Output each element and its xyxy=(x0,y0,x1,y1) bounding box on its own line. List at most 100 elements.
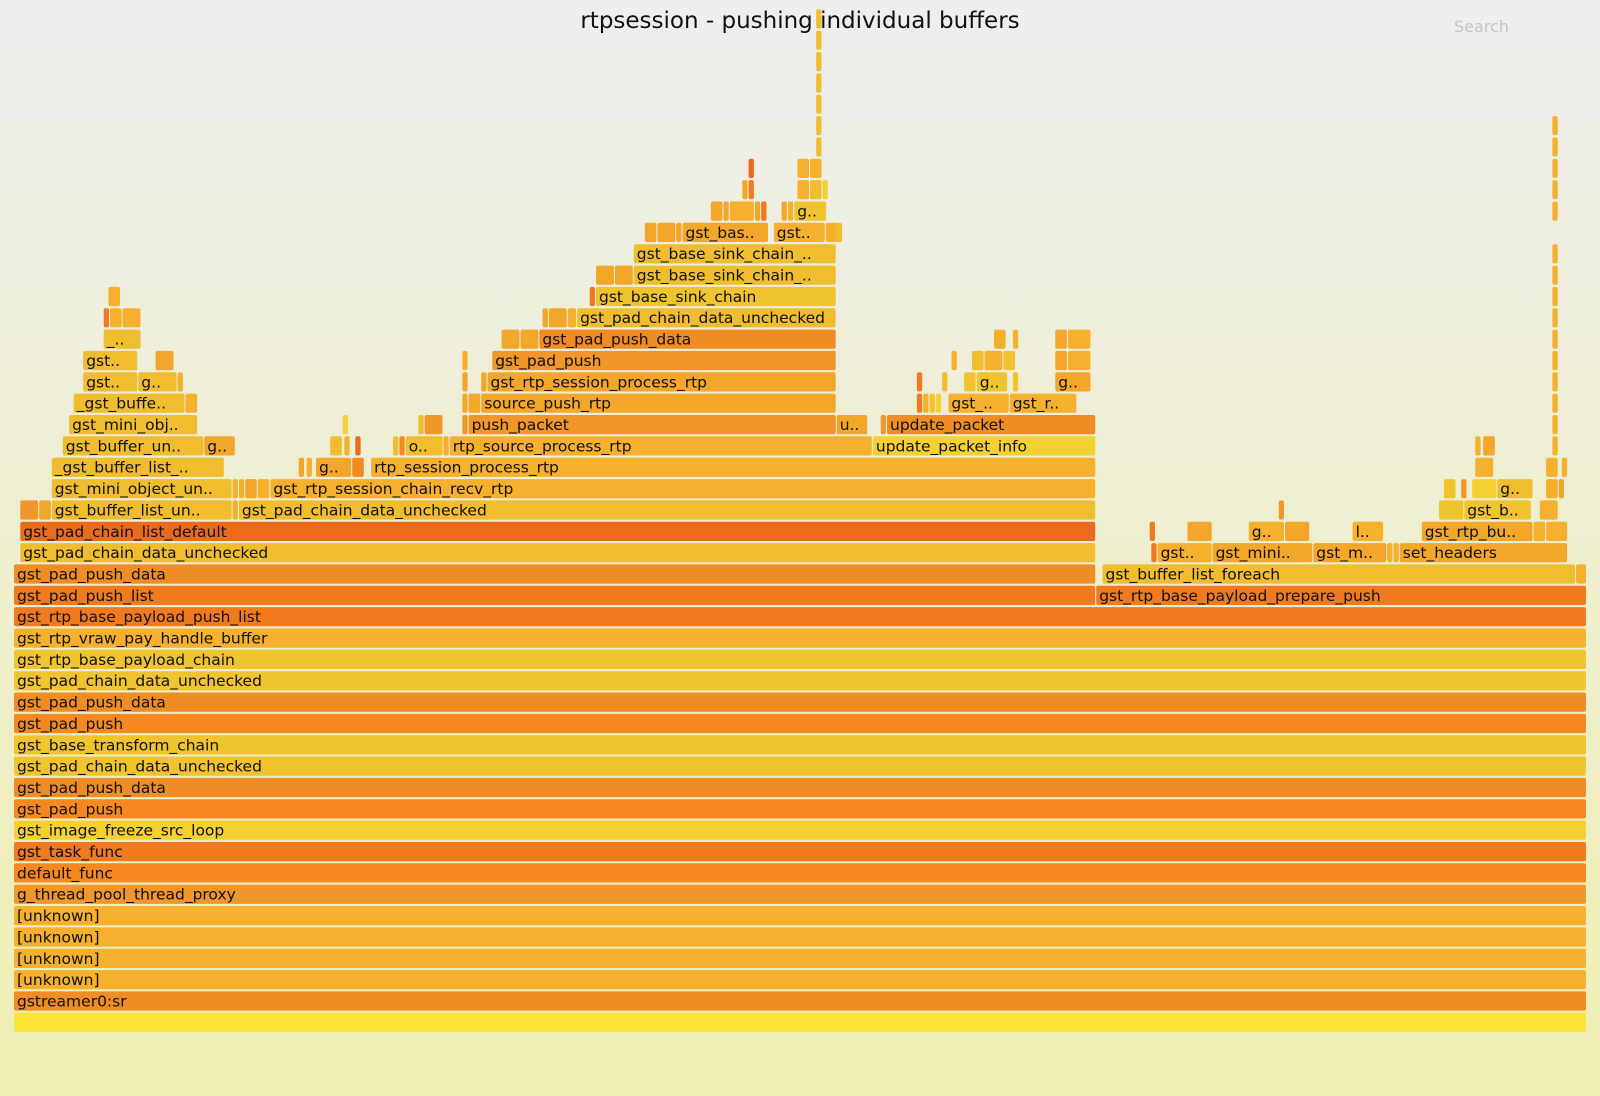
flame-frame-bar[interactable] xyxy=(245,479,257,499)
flame-frame[interactable]: _gst_buffer_list_.._gst_buffer_list_free xyxy=(51,457,224,478)
flame-frame-bar[interactable] xyxy=(1552,265,1558,285)
flame-frame[interactable] xyxy=(880,415,886,435)
flame-frame-bar[interactable] xyxy=(816,73,822,93)
flame-frame[interactable] xyxy=(238,479,245,499)
flame-frame[interactable] xyxy=(797,180,809,200)
flame-frame-bar[interactable] xyxy=(657,222,676,242)
flame-frame[interactable] xyxy=(342,415,349,435)
flame-frame-bar[interactable] xyxy=(462,415,468,435)
flame-frame[interactable] xyxy=(1552,244,1558,264)
flame-frame-bar[interactable] xyxy=(1313,543,1387,563)
flame-frame[interactable] xyxy=(657,222,676,242)
flame-frame[interactable] xyxy=(481,372,487,392)
flame-frame-bar[interactable] xyxy=(787,201,794,221)
flame-frame-bar[interactable] xyxy=(1055,372,1091,392)
flame-frame[interactable] xyxy=(816,52,822,72)
flame-frame[interactable] xyxy=(1393,543,1399,563)
flame-frame[interactable]: gst..gst_base_sink_wait xyxy=(773,222,825,242)
flame-frame[interactable] xyxy=(972,350,984,371)
flame-frame-bar[interactable] xyxy=(596,265,614,285)
flame-frame-bar[interactable] xyxy=(1472,479,1497,499)
flame-frame-bar[interactable] xyxy=(809,158,822,178)
flame-frame[interactable]: gst_pad_chain_data_uncheckedgst_pad_chai… xyxy=(238,500,1096,520)
flame-frame-bar[interactable] xyxy=(14,671,1586,691)
flame-frame-bar[interactable] xyxy=(596,286,836,307)
flame-frame[interactable] xyxy=(825,222,838,242)
flame-frame[interactable] xyxy=(20,500,39,520)
flame-frame[interactable] xyxy=(468,393,481,413)
flame-frame[interactable]: gst_pad_chain_data_uncheckedgst_pad_chai… xyxy=(14,671,1586,691)
flame-frame[interactable]: gst..gst_buffer_unref xyxy=(1157,543,1212,563)
flame-frame[interactable] xyxy=(676,222,682,242)
flame-frame-bar[interactable] xyxy=(825,222,838,242)
flame-frame-bar[interactable] xyxy=(330,436,342,456)
flame-frame-bar[interactable] xyxy=(984,350,1003,371)
flame-frame[interactable] xyxy=(1552,393,1558,413)
flame-frame[interactable]: gst_buffer_un..gst_buffer_unref xyxy=(62,436,204,456)
flame-frame[interactable] xyxy=(1552,350,1558,371)
flame-frame-bar[interactable] xyxy=(1187,521,1212,541)
flame-frame[interactable]: gst_image_freeze_src_loopgst_image_freez… xyxy=(14,820,1586,841)
flame-frame-bar[interactable] xyxy=(1552,180,1558,200)
flame-frame-bar[interactable] xyxy=(1576,564,1586,584)
flame-frame-bar[interactable] xyxy=(51,457,224,477)
flame-frame[interactable]: o..o.. xyxy=(405,436,443,456)
flame-frame-bar[interactable] xyxy=(122,308,141,328)
flame-frame-bar[interactable] xyxy=(69,415,198,435)
flame-frame[interactable] xyxy=(1067,350,1091,371)
flame-frame-bar[interactable] xyxy=(809,180,822,200)
flame-frame[interactable] xyxy=(462,393,468,413)
flame-frame[interactable] xyxy=(1055,329,1067,349)
flame-frame[interactable] xyxy=(964,372,976,392)
flame-frame-bar[interactable] xyxy=(1102,564,1576,584)
flame-frame[interactable] xyxy=(257,479,270,499)
flame-frame[interactable] xyxy=(1576,564,1586,584)
flame-frame-bar[interactable] xyxy=(682,222,769,242)
flame-frame-bar[interactable] xyxy=(916,393,923,413)
flame-frame[interactable] xyxy=(994,329,1006,349)
flame-frame[interactable] xyxy=(14,1012,1586,1032)
flame-frame[interactable] xyxy=(951,350,957,371)
flame-frame-bar[interactable] xyxy=(816,30,822,50)
flame-frame[interactable]: gst_rtp_base_payload_prepare_pushgst_rtp… xyxy=(1096,585,1586,606)
flame-frame[interactable] xyxy=(352,457,364,477)
flame-frame[interactable] xyxy=(185,393,198,413)
flame-frame-bar[interactable] xyxy=(567,308,577,328)
flame-frame-bar[interactable] xyxy=(1552,158,1558,178)
flame-frame[interactable] xyxy=(816,94,822,114)
flame-frame-bar[interactable] xyxy=(948,393,1009,413)
flame-frame-bar[interactable] xyxy=(468,415,836,435)
flame-frame[interactable] xyxy=(177,372,183,392)
flame-frame[interactable]: gst_r..gst_rtp_buffer_map xyxy=(1009,393,1077,414)
flame-frame-bar[interactable] xyxy=(443,436,449,456)
flame-frame-bar[interactable] xyxy=(916,372,923,392)
flame-frame[interactable] xyxy=(809,158,822,178)
flame-frame-bar[interactable] xyxy=(822,180,828,200)
flame-frame-bar[interactable] xyxy=(238,479,245,499)
flame-frame[interactable]: gst_rtp_base_payload_chaingst_rtp_base_p… xyxy=(14,649,1586,670)
flame-frame-bar[interactable] xyxy=(39,500,51,520)
flame-frame[interactable] xyxy=(1012,329,1019,349)
flame-frame-bar[interactable] xyxy=(1497,479,1533,499)
flame-frame[interactable]: g..gst_buffer_unmap xyxy=(1497,479,1533,499)
flame-frame-bar[interactable] xyxy=(539,329,836,349)
flame-frame[interactable] xyxy=(1443,479,1456,499)
flame-frame-bar[interactable] xyxy=(298,457,304,477)
flame-frame-bar[interactable] xyxy=(393,436,399,456)
flame-frame-bar[interactable] xyxy=(342,415,349,435)
flame-frame[interactable]: gst_rtp_base_payload_push_listgst_rtp_ba… xyxy=(14,607,1586,627)
flame-frame[interactable] xyxy=(1552,201,1558,221)
flame-frame-bar[interactable] xyxy=(238,500,1096,520)
flame-frame-bar[interactable] xyxy=(1561,457,1568,477)
flame-frame-bar[interactable] xyxy=(1464,500,1531,520)
flame-frame[interactable] xyxy=(1387,543,1393,563)
flame-frame-bar[interactable] xyxy=(1151,543,1157,563)
flame-frame[interactable]: gst_buffer_list_foreachgst_buffer_list_f… xyxy=(1102,564,1576,584)
flame-frame-bar[interactable] xyxy=(399,436,405,456)
flame-frame-bar[interactable] xyxy=(20,521,1096,541)
flame-frame[interactable] xyxy=(723,201,729,221)
flame-frame-bar[interactable] xyxy=(481,372,487,392)
